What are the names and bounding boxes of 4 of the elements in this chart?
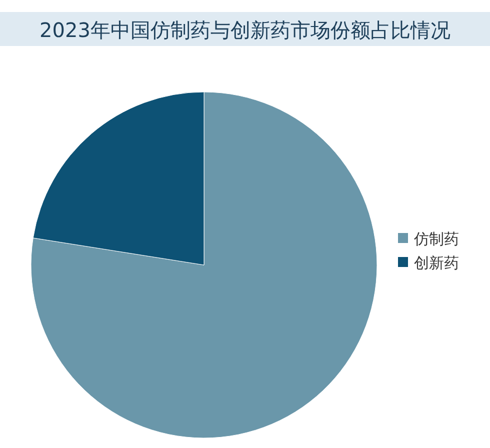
chart-title: 2023年中国仿制药与创新药市场份额占比情况: [40, 18, 450, 42]
legend-label: 仿制药: [413, 230, 459, 248]
legend-label: 创新药: [414, 254, 459, 272]
pie-slice: [30, 92, 378, 438]
